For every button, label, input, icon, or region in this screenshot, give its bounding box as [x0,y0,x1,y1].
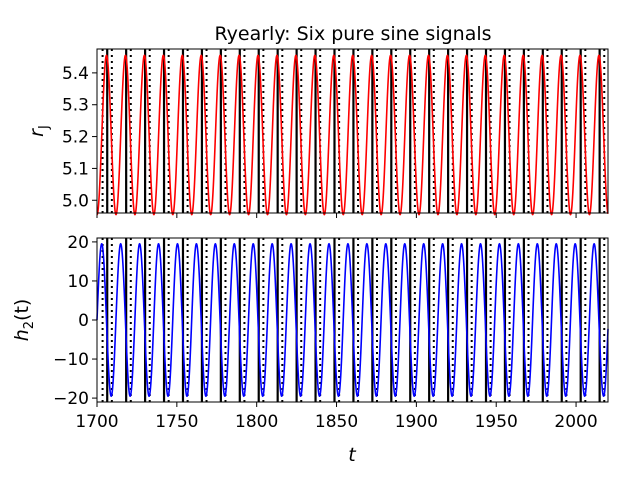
series-line-1 [96,242,609,398]
bottom-y-axis-label-main: h [11,329,33,341]
x-tick-label: 1750 [155,412,198,432]
bottom-x-axis: 1700 1750 1800 1850 1900 1950 2000 [75,402,598,432]
x-tick-label: 1700 [75,412,118,432]
bottom-panel: −20 −10 0 10 20 1700 1750 1800 1850 1900 1950 2000… [11,233,609,466]
x-tick-label: 2000 [554,412,597,432]
chart-title: Ryearly: Six pure sine signals [214,23,491,45]
y-tick-label: 10 [67,272,89,292]
y-tick-label: 5.1 [62,159,89,179]
bottom-y-axis: −20 −10 0 10 20 [53,233,97,409]
y-tick-label: 0 [78,311,89,331]
bottom-series [96,242,609,398]
y-tick-label: 5.3 [62,96,89,116]
y-tick-label: −10 [53,350,89,370]
top-axes-frame [96,48,609,214]
top-y-axis: 5.0 5.1 5.2 5.3 5.4 [62,64,97,211]
y-tick-label: −20 [53,389,89,409]
top-series [96,54,609,216]
y-tick-label: 5.0 [62,191,89,211]
top-y-axis-label: rJ [26,125,52,137]
bottom-y-axis-label: h2(t) [11,299,37,342]
x-tick-label: 1900 [395,412,438,432]
x-tick-label: 1850 [315,412,358,432]
x-axis-label: t [348,444,357,466]
top-y-axis-label-sub: J [37,125,52,130]
x-tick-label: 1800 [235,412,278,432]
series-line-1 [96,54,609,216]
top-x-axis [96,213,577,218]
y-tick-label: 20 [67,233,89,253]
top-panel: Ryearly: Six pure sine signals 5.0 5.1 5.2… [26,23,609,218]
top-y-axis-label-main: r [26,128,48,137]
bottom-y-axis-label-sub: 2 [22,321,37,329]
y-tick-label: 5.4 [62,64,89,84]
bottom-y-axis-label-suffix: (t) [11,299,33,321]
x-tick-label: 1950 [475,412,518,432]
top-vertical-lines [101,49,606,213]
y-tick-label: 5.2 [62,128,89,148]
